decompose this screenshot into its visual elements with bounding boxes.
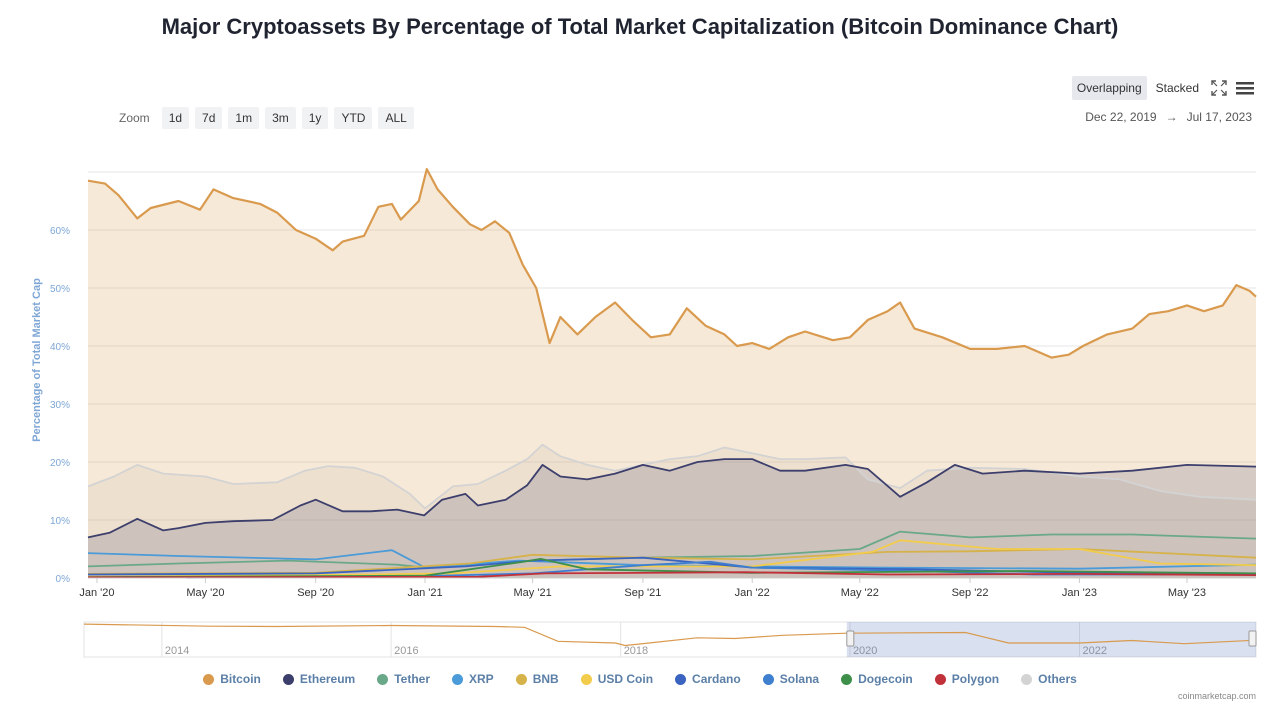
- x-tick-label: Sep '21: [624, 587, 661, 599]
- legend-item-bitcoin[interactable]: Bitcoin: [203, 672, 261, 686]
- legend-dot: [841, 673, 853, 685]
- navigator[interactable]: 2014 2016 2018 2020 2022: [83, 621, 1257, 658]
- x-tick-label: Jan '23: [1062, 587, 1097, 599]
- legend-dot: [452, 673, 464, 685]
- ethereum-line: [87, 458, 1257, 539]
- zoom-7d-button[interactable]: 7d: [195, 107, 223, 129]
- date-range: Dec 22, 2019 → Jul 17, 2023: [1085, 110, 1252, 124]
- legend-label: USD Coin: [597, 672, 654, 686]
- date-range-arrow: →: [1165, 110, 1178, 124]
- legend-label: XRP: [469, 672, 494, 686]
- ethereum-area: [88, 459, 1256, 578]
- legend-label: BNB: [532, 672, 559, 686]
- bitcoin-line: [87, 168, 1257, 359]
- legend-item-xrp[interactable]: XRP: [452, 672, 494, 686]
- legend-label: Ethereum: [299, 672, 356, 686]
- navigator-frame: [83, 621, 1257, 658]
- dogecoin-line: [87, 558, 1257, 578]
- legend-dot: [282, 673, 294, 685]
- hamburger-menu-icon[interactable]: [1234, 77, 1256, 99]
- credit-text: coinmarketcap.com: [1177, 691, 1256, 701]
- legend-dot: [675, 673, 687, 685]
- others-area: [88, 444, 1256, 578]
- legend-dot: [1021, 673, 1033, 685]
- legend-item-dogecoin[interactable]: Dogecoin: [841, 672, 913, 686]
- legend-item-ethereum[interactable]: Ethereum: [282, 672, 356, 686]
- navigator-tick-label: 2016: [394, 645, 418, 657]
- y-tick-label: 60%: [50, 226, 70, 237]
- navigator-tick-label: 2018: [624, 645, 648, 657]
- y-tick-label: 20%: [50, 458, 70, 469]
- line-layer: [87, 168, 1257, 579]
- legend-label: Dogecoin: [858, 672, 913, 686]
- zoom-label: Zoom: [119, 111, 150, 125]
- x-tick-label: May '23: [1168, 587, 1206, 599]
- axis-layer: 0% 10% 20% 30% 40% 50% 60% Jan '20 May '20 Sep '2…: [50, 226, 1256, 599]
- legend-label: Polygon: [951, 672, 1000, 686]
- zoom-1d-button[interactable]: 1d: [161, 107, 190, 129]
- y-tick-label: 30%: [50, 400, 70, 411]
- x-tick-label: May '21: [514, 587, 552, 599]
- legend-label: Tether: [394, 672, 431, 686]
- bnb-line: [87, 548, 1257, 575]
- legend-dot: [762, 673, 774, 685]
- navigator-tick-label: 2022: [1083, 645, 1107, 657]
- legend-dot: [377, 673, 389, 685]
- zoom-ytd-button[interactable]: YTD: [334, 107, 373, 129]
- x-tick-label: Jan '20: [79, 587, 114, 599]
- xrp-line: [87, 549, 1257, 570]
- date-range-to[interactable]: Jul 17, 2023: [1186, 110, 1252, 124]
- y-tick-label: 10%: [50, 516, 70, 527]
- zoom-3m-button[interactable]: 3m: [265, 107, 296, 129]
- legend-item-usd-coin[interactable]: USD Coin: [580, 672, 654, 686]
- navigator-tick-label: 2014: [165, 645, 189, 657]
- x-tick-label: May '22: [841, 587, 879, 599]
- chart-toolbar: Overlapping Stacked: [1071, 76, 1256, 100]
- tether-line: [87, 530, 1257, 569]
- legend-label: Others: [1038, 672, 1077, 686]
- chart-title: Major Cryptoassets By Percentage of Tota…: [161, 14, 1119, 39]
- legend-item-solana[interactable]: Solana: [762, 672, 820, 686]
- navigator-bitcoin-line: [83, 623, 1257, 647]
- x-tick-label: Sep '20: [297, 587, 334, 599]
- navigator-selection: [846, 622, 1256, 657]
- zoom-1y-button[interactable]: 1y: [301, 107, 329, 129]
- y-axis-label: Percentage of Total Market Cap: [31, 278, 43, 442]
- others-line: [87, 443, 1257, 510]
- legend-dot: [934, 673, 946, 685]
- polygon-line: [87, 571, 1257, 579]
- y-tick-label: 40%: [50, 342, 70, 353]
- date-range-from[interactable]: Dec 22, 2019: [1085, 110, 1157, 124]
- zoom-bar: Zoom 1d 7d 1m 3m 1y YTD ALL: [119, 107, 414, 129]
- x-tick-label: Jan '22: [735, 587, 770, 599]
- legend-dot: [580, 673, 592, 685]
- legend-label: Solana: [779, 672, 820, 686]
- zoom-1m-button[interactable]: 1m: [228, 107, 260, 129]
- legend-label: Cardano: [692, 672, 741, 686]
- legend-label: Bitcoin: [220, 672, 261, 686]
- y-tick-label: 50%: [50, 284, 70, 295]
- grid-layer: [88, 171, 1256, 579]
- x-tick-label: Jan '21: [407, 587, 442, 599]
- zoom-all-button[interactable]: ALL: [378, 107, 414, 129]
- chart-legend: Bitcoin Ethereum Tether XRP BNB USD Coin Carda…: [0, 672, 1280, 686]
- legend-item-bnb[interactable]: BNB: [515, 672, 559, 686]
- legend-item-tether[interactable]: Tether: [377, 672, 430, 686]
- x-tick-label: May '20: [186, 587, 224, 599]
- navigator-tick-label: 2020: [853, 645, 877, 657]
- y-tick-label: 0%: [56, 574, 71, 585]
- overlapping-button[interactable]: Overlapping: [1071, 76, 1147, 100]
- legend-dot: [515, 673, 527, 685]
- navigator-left-handle: [846, 630, 855, 647]
- legend-item-others[interactable]: Others: [1021, 672, 1077, 686]
- usd-coin-line: [87, 539, 1257, 578]
- stacked-button[interactable]: Stacked: [1155, 81, 1199, 95]
- legend-item-cardano[interactable]: Cardano: [675, 672, 741, 686]
- legend-dot: [203, 673, 215, 685]
- x-tick-label: Sep '22: [952, 587, 989, 599]
- fullscreen-icon[interactable]: [1208, 77, 1230, 99]
- navigator-right-handle: [1248, 630, 1257, 647]
- legend-item-polygon[interactable]: Polygon: [934, 672, 1000, 686]
